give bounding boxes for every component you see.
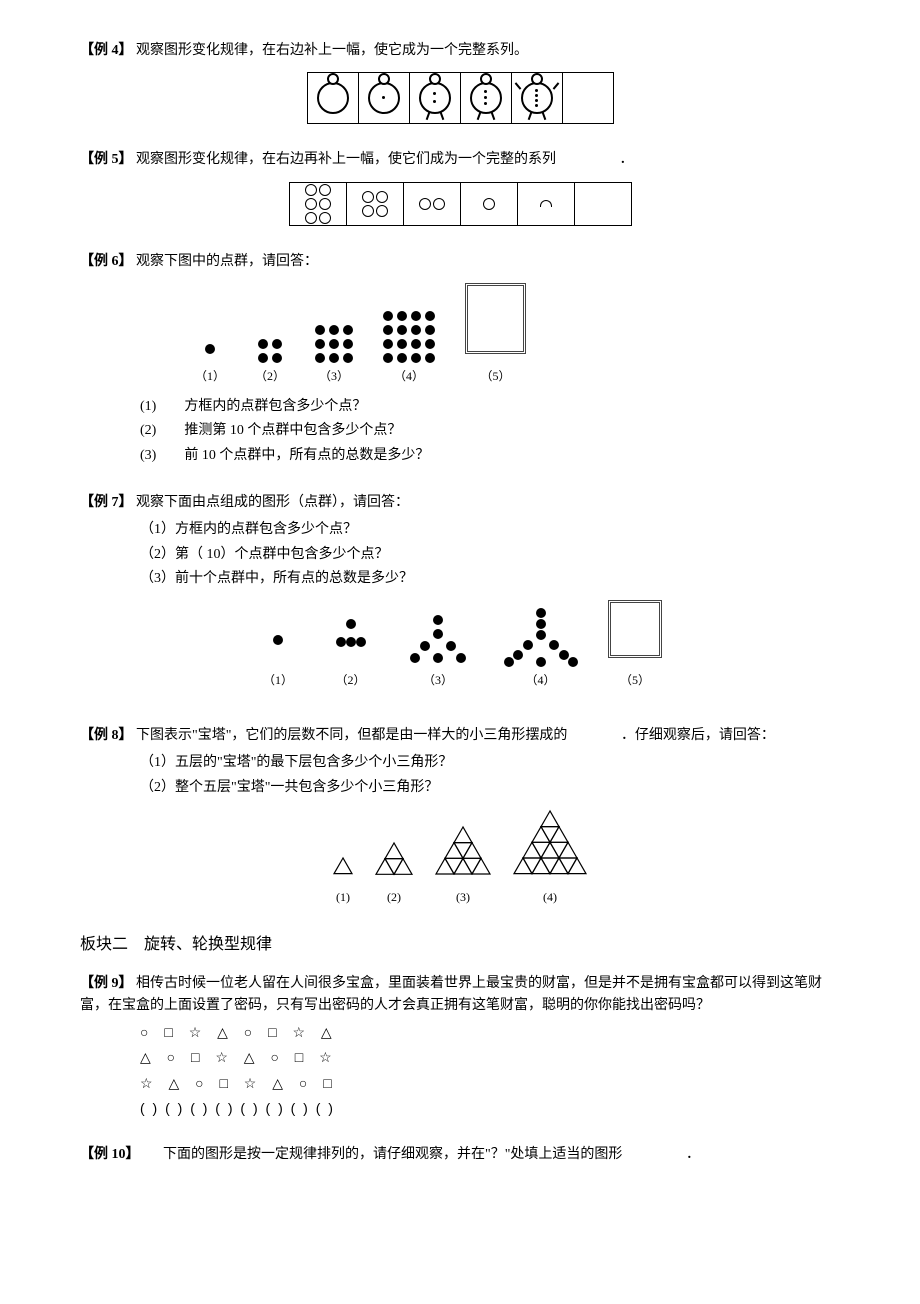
ex4-label: 【例 4】 [80, 43, 133, 58]
ex7-label: 【例 7】 [80, 495, 133, 510]
ex5-cell-3 [404, 183, 461, 225]
ex5-boxes [289, 182, 632, 226]
ex4-figure [80, 72, 840, 124]
ex6-q3: (3) 前 10 个点群中，所有点的总数是多少？ [140, 445, 840, 467]
ex4-cell-4 [461, 73, 512, 123]
ex7-q2: （2）第（ 10）个点群中包含多少个点？ [140, 544, 840, 566]
ex7-q1: （1）方框内的点群包含多少个点？ [140, 519, 840, 541]
turtle-icon [521, 82, 553, 114]
ex4-cell-2 [359, 73, 410, 123]
ex6-group-2: （2） [255, 335, 285, 386]
ex7-fig-3: （3） [403, 612, 473, 690]
ex7-figure: （1） （2） （3） [80, 600, 840, 690]
ex6-q2: (2) 推测第 10 个点群中包含多少个点？ [140, 420, 840, 442]
ex8-q2: （2）整个五层"宝塔"一共包含多少个小三角形？ [140, 777, 840, 799]
ex6-q1: (1) 方框内的点群包含多少个点？ [140, 396, 840, 418]
ex5-cell-6 [575, 183, 631, 225]
ex6-group-5: （5） [465, 283, 526, 386]
ex4-cell-5 [512, 73, 563, 123]
ex10-text: 下面的图形是按一定规律排列的，请仔细观察，并在"？"处填上适当的图形 [163, 1147, 622, 1162]
ex4-boxes [307, 72, 614, 124]
ex9-row-4: ( ) ( ) ( ) ( ) ( ) ( ) ( ) ( ) [140, 1097, 840, 1119]
ex9-row-3: ☆ △ ○ □ ☆ △ ○ □ [140, 1072, 840, 1094]
ex5-cell-2 [347, 183, 404, 225]
example-6: 【例 6】 观察下图中的点群，请回答： （1） （2） （3） （4） （5） (1) … [80, 251, 840, 467]
ex9-text: 相传古时候一位老人留在人间很多宝盒，里面装着世界上最宝贵的财富，但是并不是拥有宝… [80, 976, 822, 1013]
turtle-icon [470, 82, 502, 114]
ex6-label: 【例 6】 [80, 254, 133, 269]
ex5-text: 观察图形变化规律，在右边再补上一幅，使它们成为一个完整的系列 [136, 152, 556, 167]
ex7-fig-4: （4） [501, 607, 581, 690]
example-10: 【例 10】 下面的图形是按一定规律排列的，请仔细观察，并在"？"处填上适当的图… [80, 1144, 840, 1166]
ex8-pagoda-4: (4) [512, 809, 588, 907]
ex7-fig-2: （2） [326, 612, 376, 690]
example-5: 【例 5】 观察图形变化规律，在右边再补上一幅，使它们成为一个完整的系列 ． [80, 149, 840, 225]
example-9: 【例 9】 相传古时候一位老人留在人间很多宝盒，里面装着世界上最宝贵的财富，但是… [80, 973, 840, 1119]
turtle-icon [419, 82, 451, 114]
ex8-pagoda-1: (1) [332, 856, 354, 907]
ex9-symbols: ○ □ ☆ △ ○ □ ☆ △ △ ○ □ ☆ △ ○ □ ☆ ☆ △ ○ □ … [140, 1021, 840, 1120]
ex5-trail: ． [620, 152, 634, 167]
example-4: 【例 4】 观察图形变化规律，在右边补上一幅，使它成为一个完整系列。 [80, 40, 840, 124]
ex5-cell-4 [461, 183, 518, 225]
ex7-fig-1: （1） [258, 612, 298, 690]
ex5-cell-1 [290, 183, 347, 225]
turtle-icon [368, 82, 400, 114]
ex4-cell-1 [308, 73, 359, 123]
ex6-questions: (1) 方框内的点群包含多少个点？ (2) 推测第 10 个点群中包含多少个点？… [140, 396, 840, 467]
ex6-group-3: （3） [315, 321, 353, 386]
ex9-row-1: ○ □ ☆ △ ○ □ ☆ △ [140, 1021, 840, 1043]
ex8-pagoda-2: (2) [374, 841, 414, 908]
ex6-figure: （1） （2） （3） （4） （5） [120, 283, 840, 386]
ex8-q1: （1）五层的"宝塔"的最下层包含多少个小三角形？ [140, 752, 840, 774]
ex8-tail: ．仔细观察后，请回答： [621, 728, 775, 743]
ex10-tail: ． [686, 1147, 700, 1162]
example-8: 【例 8】 下图表示"宝塔"，它们的层数不同，但都是由一样大的小三角形摆成的 ．… [80, 725, 840, 907]
ex9-label: 【例 9】 [80, 976, 133, 991]
ex8-text: 下图表示"宝塔"，它们的层数不同，但都是由一样大的小三角形摆成的 [136, 728, 567, 743]
ex7-text: 观察下面由点组成的图形（点群），请回答： [136, 495, 409, 510]
turtle-icon [317, 82, 349, 114]
ex5-cell-5 [518, 183, 575, 225]
ex8-figure: (1) (2) (3) (4) [80, 809, 840, 907]
ex6-text: 观察下图中的点群，请回答： [136, 254, 318, 269]
ex4-cell-6 [563, 73, 613, 123]
section-2-title: 板块二 旋转、轮换型规律 [80, 932, 840, 958]
ex4-text: 观察图形变化规律，在右边补上一幅，使它成为一个完整系列。 [136, 43, 528, 58]
example-7: 【例 7】 观察下面由点组成的图形（点群），请回答： （1）方框内的点群包含多少… [80, 492, 840, 690]
ex9-row-2: △ ○ □ ☆ △ ○ □ ☆ [140, 1046, 840, 1068]
ex4-cell-3 [410, 73, 461, 123]
ex10-label: 【例 10】 [80, 1147, 140, 1162]
ex7-questions: （1）方框内的点群包含多少个点？ （2）第（ 10）个点群中包含多少个点？ （3… [140, 519, 840, 590]
ex8-questions: （1）五层的"宝塔"的最下层包含多少个小三角形？ （2）整个五层"宝塔"一共包含… [140, 752, 840, 799]
ex7-q3: （3）前十个点群中，所有点的总数是多少？ [140, 568, 840, 590]
ex5-figure [80, 182, 840, 226]
ex5-label: 【例 5】 [80, 152, 133, 167]
ex8-label: 【例 8】 [80, 728, 133, 743]
ex6-group-4: （4） [383, 307, 435, 386]
ex6-group-1: （1） [195, 340, 225, 386]
ex7-fig-5: （5） [608, 600, 662, 690]
ex8-pagoda-3: (3) [434, 825, 492, 908]
